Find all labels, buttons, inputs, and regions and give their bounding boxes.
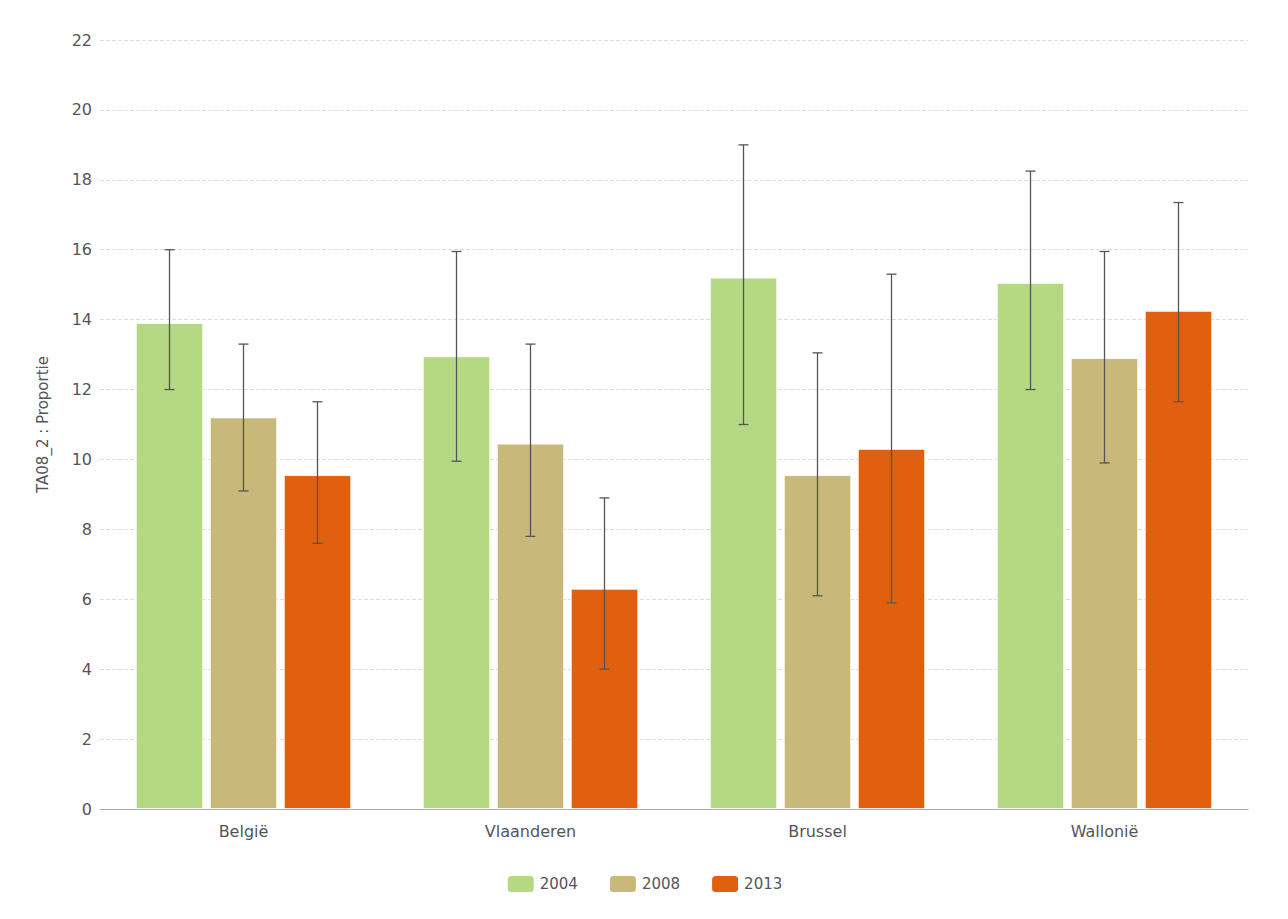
- svg-text:20: 20: [72, 100, 92, 119]
- svg-text:14: 14: [72, 310, 92, 329]
- svg-text:Brussel: Brussel: [788, 822, 847, 841]
- svg-text:2008: 2008: [642, 875, 680, 893]
- svg-text:0: 0: [82, 800, 92, 819]
- svg-text:10: 10: [72, 450, 92, 469]
- svg-text:8: 8: [82, 520, 92, 539]
- svg-text:18: 18: [72, 170, 92, 189]
- svg-text:16: 16: [72, 240, 92, 259]
- svg-text:2: 2: [82, 730, 92, 749]
- svg-text:Vlaanderen: Vlaanderen: [485, 822, 576, 841]
- svg-text:Wallonië: Wallonië: [1071, 822, 1139, 841]
- svg-text:2013: 2013: [744, 875, 782, 893]
- svg-text:4: 4: [82, 660, 92, 679]
- svg-text:22: 22: [72, 31, 92, 50]
- svg-text:België: België: [219, 822, 269, 841]
- svg-text:6: 6: [82, 590, 92, 609]
- svg-text:TA08_2 : Proportie: TA08_2 : Proportie: [34, 356, 53, 494]
- svg-text:12: 12: [72, 380, 92, 399]
- svg-text:2004: 2004: [540, 875, 578, 893]
